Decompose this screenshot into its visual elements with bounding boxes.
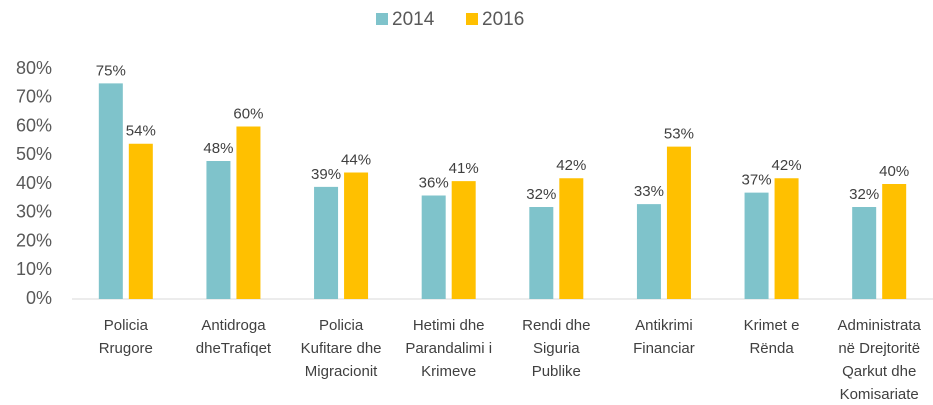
x-tick-label: Antidroga xyxy=(201,317,266,334)
data-label: 75% xyxy=(96,62,126,79)
x-tick-label: Krimeve xyxy=(421,363,476,380)
bar xyxy=(451,181,476,299)
x-tick-label: Siguria xyxy=(533,340,580,357)
data-label: 33% xyxy=(634,183,664,200)
y-tick-label: 80% xyxy=(16,58,52,78)
x-tick-label: Policia xyxy=(319,317,364,334)
y-tick-label: 20% xyxy=(16,230,52,250)
bar xyxy=(559,178,584,299)
bar xyxy=(636,204,661,299)
bar xyxy=(744,192,769,299)
data-label: 32% xyxy=(849,186,879,203)
y-tick-label: 30% xyxy=(16,202,52,222)
bar xyxy=(314,186,339,299)
y-tick-label: 40% xyxy=(16,173,52,193)
x-tick-label: Administrata xyxy=(838,317,922,334)
x-tick-label: në Drejtoritë xyxy=(838,340,920,357)
x-tick-label: Rrugore xyxy=(99,340,153,357)
data-label: 41% xyxy=(449,160,479,177)
legend-label: 2014 xyxy=(392,9,435,30)
bar xyxy=(236,126,261,299)
x-tick-label: Hetimi dhe xyxy=(413,317,485,334)
bar xyxy=(852,207,877,299)
data-label: 39% xyxy=(311,166,341,183)
y-tick-label: 50% xyxy=(16,144,52,164)
y-tick-label: 0% xyxy=(26,288,52,308)
legend-label: 2016 xyxy=(482,9,524,30)
x-tick-label: Kufitare dhe xyxy=(301,340,382,357)
y-tick-label: 70% xyxy=(16,87,52,107)
bar xyxy=(774,178,799,299)
x-tick-label: Rënda xyxy=(749,340,794,357)
x-tick-label: Publike xyxy=(532,363,581,380)
bar xyxy=(666,146,691,299)
data-label: 42% xyxy=(772,157,802,174)
data-label: 40% xyxy=(879,163,909,180)
x-tick-label: Parandalimi i xyxy=(405,340,492,357)
data-label: 44% xyxy=(341,151,371,168)
bar xyxy=(206,161,231,299)
y-tick-label: 60% xyxy=(16,115,52,135)
bar xyxy=(529,207,554,299)
data-label: 32% xyxy=(526,186,556,203)
x-tick-label: Policia xyxy=(104,317,149,334)
x-tick-label: Financiar xyxy=(633,340,695,357)
x-tick-label: dheTrafiqet xyxy=(196,340,272,357)
x-tick-label: Migracionit xyxy=(305,363,378,380)
data-label: 42% xyxy=(556,157,586,174)
x-tick-label: Krimet e xyxy=(744,317,800,334)
bar xyxy=(128,143,153,299)
x-tick-label: Antikrimi xyxy=(635,317,693,334)
data-label: 53% xyxy=(664,126,694,143)
x-tick-label: Qarkut dhe xyxy=(842,363,916,380)
data-label: 37% xyxy=(742,172,772,189)
legend-swatch xyxy=(466,13,478,25)
legend-swatch xyxy=(376,13,388,25)
data-label: 60% xyxy=(233,105,263,122)
y-tick-label: 10% xyxy=(16,259,52,279)
x-tick-label: Komisariate xyxy=(840,386,919,403)
data-label: 48% xyxy=(203,140,233,157)
data-label: 54% xyxy=(126,123,156,140)
x-tick-label: Rendi dhe xyxy=(522,317,590,334)
bar xyxy=(98,83,123,299)
bar xyxy=(882,184,907,299)
bar xyxy=(344,172,369,299)
bar xyxy=(421,195,446,299)
data-label: 36% xyxy=(419,174,449,191)
